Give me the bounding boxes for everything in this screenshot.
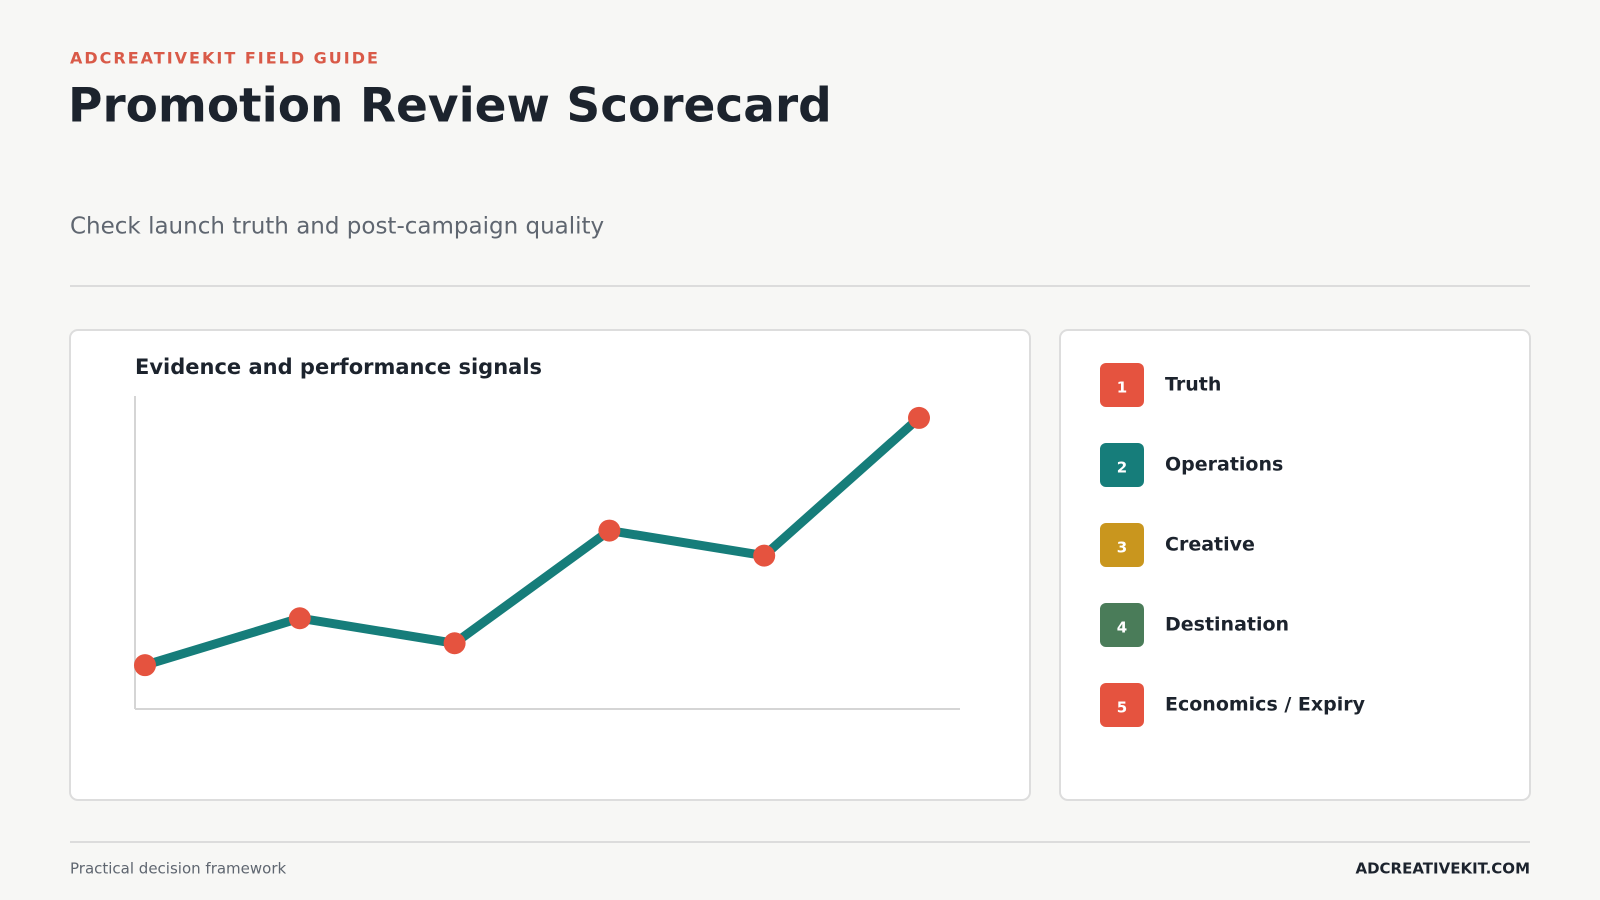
data-point (598, 519, 621, 542)
step-number: 2 (1117, 459, 1127, 477)
step-label: Creative (1165, 534, 1255, 556)
step-badge (1100, 443, 1144, 487)
chart-title: Evidence and performance signals (135, 355, 542, 379)
data-point (134, 654, 156, 677)
data-point (908, 406, 930, 429)
step-badge (1100, 363, 1144, 407)
step-badge (1100, 523, 1144, 567)
step-label: Destination (1165, 614, 1289, 636)
step-badge (1100, 683, 1144, 727)
step-number: 4 (1117, 619, 1127, 637)
step-label: Operations (1165, 454, 1283, 476)
eyebrow: ADCREATIVEKIT FIELD GUIDE (70, 49, 380, 68)
step-number: 3 (1117, 539, 1127, 557)
step-number: 5 (1117, 699, 1127, 717)
step-badge (1100, 603, 1144, 647)
subtitle: Check launch truth and post-campaign qua… (70, 214, 604, 240)
series-line (143, 414, 922, 670)
step-label: Truth (1165, 374, 1221, 396)
step-number: 1 (1117, 379, 1127, 397)
data-point (288, 607, 311, 630)
data-point (753, 544, 776, 567)
chart-card (69, 329, 1031, 801)
step-label: Economics / Expiry (1165, 694, 1366, 716)
legend-card (1059, 329, 1531, 801)
footer-right: ADCREATIVEKIT.COM (1355, 860, 1530, 878)
page-title: Promotion Review Scorecard (68, 79, 832, 134)
data-point (443, 632, 466, 655)
footer-left: Practical decision framework (70, 860, 287, 878)
